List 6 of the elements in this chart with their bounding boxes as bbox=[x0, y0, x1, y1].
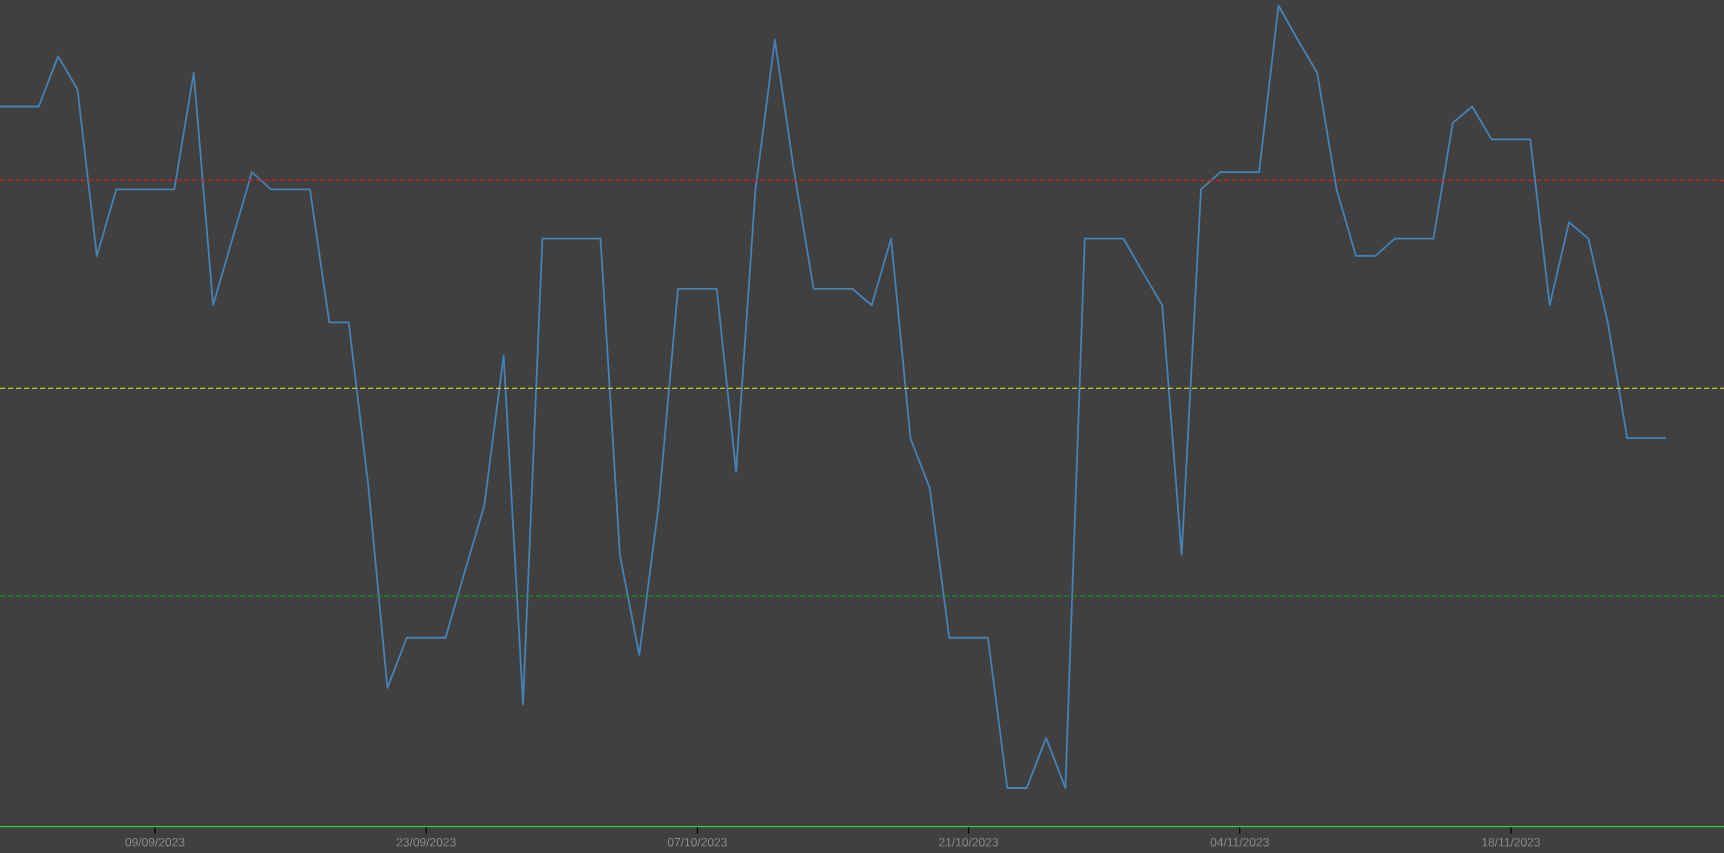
x-tick-label: 23/09/2023 bbox=[396, 837, 456, 847]
x-tick-label: 18/11/2023 bbox=[1482, 837, 1540, 847]
x-tick-label: 21/10/2023 bbox=[939, 837, 999, 847]
x-tick-label: 09/09/2023 bbox=[125, 837, 185, 847]
x-tick-label: 04/11/2023 bbox=[1210, 837, 1269, 847]
x-tick-label: 07/10/2023 bbox=[667, 837, 727, 847]
